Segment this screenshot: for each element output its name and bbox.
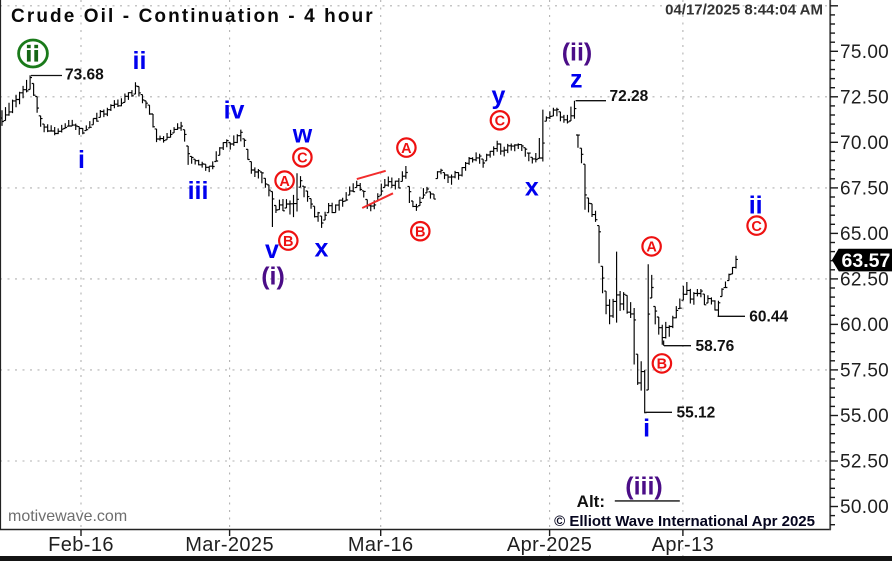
svg-text:x: x: [315, 235, 329, 263]
svg-text:z: z: [570, 66, 583, 94]
svg-text:C: C: [495, 114, 506, 130]
svg-text:57.50: 57.50: [840, 360, 889, 381]
svg-text:67.50: 67.50: [840, 178, 889, 199]
svg-text:65.00: 65.00: [840, 224, 889, 245]
svg-text:52.50: 52.50: [840, 452, 889, 473]
svg-text:iv: iv: [224, 97, 245, 125]
svg-text:(i): (i): [261, 263, 285, 291]
svg-text:x: x: [525, 174, 539, 202]
svg-text:motivewave.com: motivewave.com: [8, 508, 127, 525]
svg-text:60.00: 60.00: [840, 315, 889, 336]
svg-text:© Elliott Wave International A: © Elliott Wave International Apr 2025: [554, 513, 815, 530]
svg-text:Apr-2025: Apr-2025: [507, 534, 592, 556]
svg-text:i: i: [643, 415, 650, 443]
svg-text:Apr-13: Apr-13: [652, 534, 714, 556]
svg-text:73.68: 73.68: [65, 67, 104, 84]
svg-text:A: A: [646, 240, 657, 256]
svg-text:Mar-2025: Mar-2025: [185, 534, 274, 556]
svg-text:Mar-16: Mar-16: [348, 534, 414, 556]
svg-text:60.44: 60.44: [749, 309, 788, 326]
svg-text:B: B: [657, 357, 667, 373]
svg-text:ii: ii: [749, 192, 763, 220]
svg-text:55.00: 55.00: [840, 406, 889, 427]
svg-text:iii: iii: [188, 177, 209, 205]
svg-text:ii: ii: [133, 47, 147, 75]
svg-text:B: B: [283, 234, 293, 250]
svg-text:A: A: [401, 141, 412, 157]
svg-text:(ii): (ii): [562, 39, 593, 67]
svg-text:Crude Oil - Continuation - 4 h: Crude Oil - Continuation - 4 hour: [11, 6, 375, 27]
svg-text:B: B: [415, 224, 425, 240]
svg-text:58.76: 58.76: [696, 338, 735, 355]
svg-text:70.00: 70.00: [840, 133, 889, 154]
svg-text:w: w: [292, 121, 313, 149]
svg-text:v: v: [265, 236, 279, 264]
svg-text:72.50: 72.50: [840, 87, 889, 108]
svg-text:C: C: [297, 151, 308, 167]
svg-text:i: i: [78, 146, 85, 174]
svg-text:Feb-16: Feb-16: [48, 534, 114, 556]
svg-text:04/17/2025 8:44:04 AM: 04/17/2025 8:44:04 AM: [665, 2, 823, 19]
svg-text:A: A: [279, 174, 290, 190]
svg-text:75.00: 75.00: [840, 42, 889, 63]
svg-text:y: y: [492, 82, 506, 110]
svg-text:62.50: 62.50: [840, 269, 889, 290]
svg-text:C: C: [751, 219, 762, 235]
svg-text:72.28: 72.28: [610, 88, 649, 105]
svg-text:(iii): (iii): [625, 473, 663, 501]
svg-text:Alt:: Alt:: [577, 492, 605, 511]
svg-text:50.00: 50.00: [840, 497, 889, 518]
svg-text:63.57: 63.57: [842, 250, 891, 272]
svg-text:55.12: 55.12: [677, 405, 716, 422]
